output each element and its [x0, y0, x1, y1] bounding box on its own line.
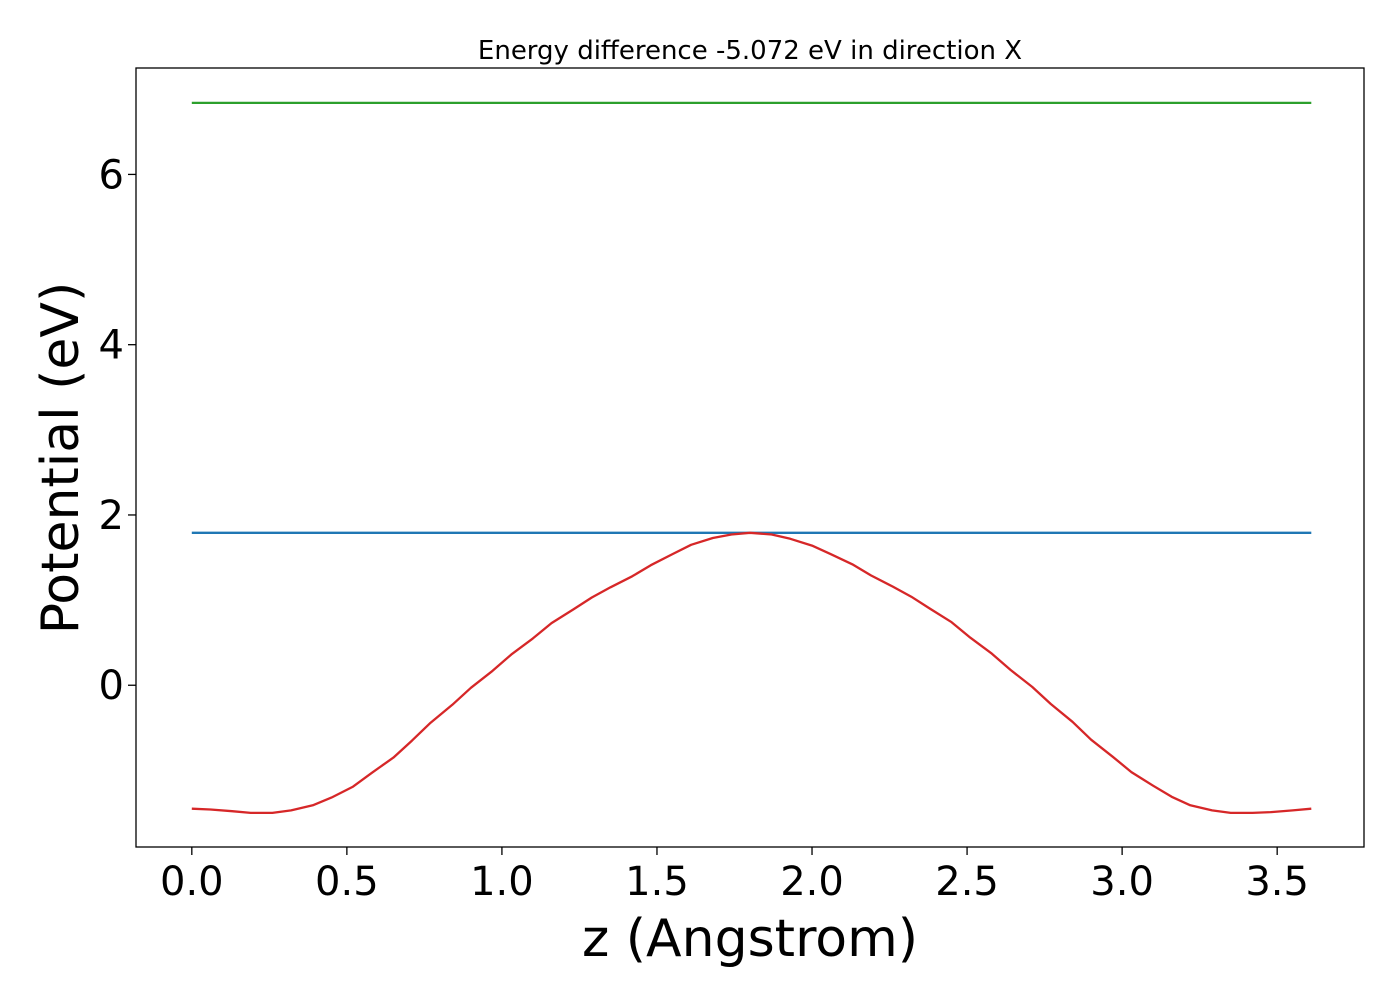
x-tick-label: 3.0: [1090, 859, 1154, 905]
plot-area: [191, 101, 1312, 815]
chart-title: Energy difference -5.072 eV in direction…: [478, 36, 1022, 66]
x-tick-label: 0.0: [160, 859, 224, 905]
x-axis-label: z (Angstrom): [582, 909, 918, 969]
x-tick-label: 3.5: [1245, 859, 1309, 905]
plot-frame: [135, 67, 1365, 848]
x-axis: 0.0 0.5 1.0 1.5 2.0 2.5 3.0 3.5: [160, 847, 1309, 905]
y-axis-label: Potential (eV): [31, 282, 91, 634]
y-tick-label: 4: [99, 323, 124, 369]
y-axis: 0 2 4 6: [99, 152, 136, 709]
x-tick-label: 0.5: [315, 859, 379, 905]
y-tick-label: 2: [99, 493, 124, 539]
x-tick-label: 2.0: [780, 859, 844, 905]
x-tick-label: 2.5: [935, 859, 999, 905]
series-line-2: [191, 531, 1312, 815]
y-tick-label: 6: [99, 152, 124, 198]
x-tick-label: 1.0: [470, 859, 534, 905]
x-tick-label: 1.5: [625, 859, 689, 905]
y-tick-label: 0: [99, 663, 124, 709]
